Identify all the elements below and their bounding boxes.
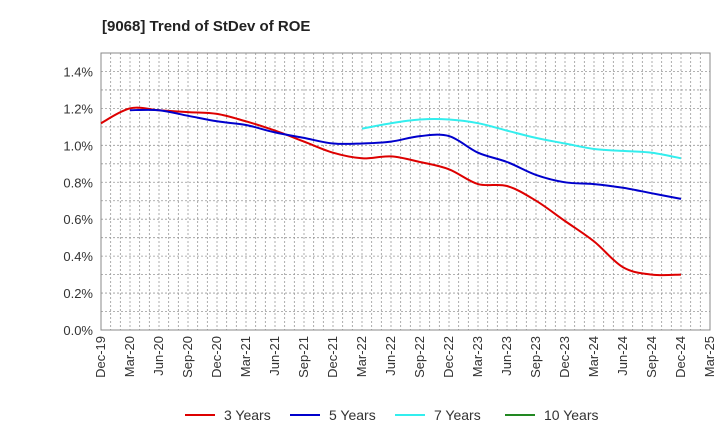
plot-border (100, 52, 711, 331)
y-tick-label: 0.4% (63, 249, 93, 264)
y-tick-label: 1.4% (63, 64, 93, 79)
y-tick-label: 0.0% (63, 323, 93, 338)
y-tick-label: 0.2% (63, 286, 93, 301)
x-tick-label: Mar-20 (122, 336, 137, 377)
legend-item: 7 Years (395, 407, 481, 423)
legend-label: 7 Years (434, 407, 481, 423)
x-tick-label: Jun-24 (615, 336, 630, 376)
x-tick-label: Sep-23 (528, 336, 543, 378)
grid (100, 52, 711, 331)
x-tick-label: Sep-20 (180, 336, 195, 378)
y-tick-label: 1.0% (63, 138, 93, 153)
legend-label: 10 Years (544, 407, 599, 423)
x-tick-label: Dec-23 (557, 336, 572, 378)
x-tick-label: Dec-19 (93, 336, 108, 378)
legend: 3 Years 5 Years 7 Years 10 Years (185, 407, 599, 423)
series-lines (100, 106, 682, 277)
x-tick-label: Dec-20 (209, 336, 224, 378)
y-tick-label: 0.6% (63, 212, 93, 227)
legend-label: 5 Years (329, 407, 376, 423)
x-tick-label: Mar-24 (586, 336, 601, 377)
x-tick-label: Jun-20 (151, 336, 166, 376)
x-tick-label: Sep-22 (412, 336, 427, 378)
x-tick-label: Mar-22 (354, 336, 369, 377)
x-tick-label: Mar-25 (702, 336, 717, 377)
x-tick-label: Dec-21 (325, 336, 340, 378)
chart-title: [9068] Trend of StDev of ROE (102, 18, 310, 35)
x-tick-label: Jun-22 (383, 336, 398, 376)
axes: 0.0% 0.2% 0.4% 0.6% 0.8% 1.0% 1.2% 1.4% Dec-19 Ma… (63, 64, 717, 377)
legend-label: 3 Years (224, 407, 271, 423)
x-tick-label: Mar-23 (470, 336, 485, 377)
x-tick-label: Jun-23 (499, 336, 514, 376)
y-tick-label: 1.2% (63, 101, 93, 116)
x-tick-label: Jun-21 (267, 336, 282, 376)
x-tick-label: Dec-24 (673, 336, 688, 378)
series-line-7-years (361, 118, 682, 160)
x-tick-label: Dec-22 (441, 336, 456, 378)
x-tick-label: Sep-21 (296, 336, 311, 378)
legend-item: 5 Years (290, 407, 376, 423)
legend-item: 10 Years (505, 407, 599, 423)
y-tick-label: 0.8% (63, 175, 93, 190)
series-line-3-years (100, 106, 682, 277)
plot-area (101, 53, 710, 330)
series-line-5-years (129, 108, 682, 200)
x-tick-label: Sep-24 (644, 336, 659, 378)
legend-item: 3 Years (185, 407, 271, 423)
x-tick-label: Mar-21 (238, 336, 253, 377)
